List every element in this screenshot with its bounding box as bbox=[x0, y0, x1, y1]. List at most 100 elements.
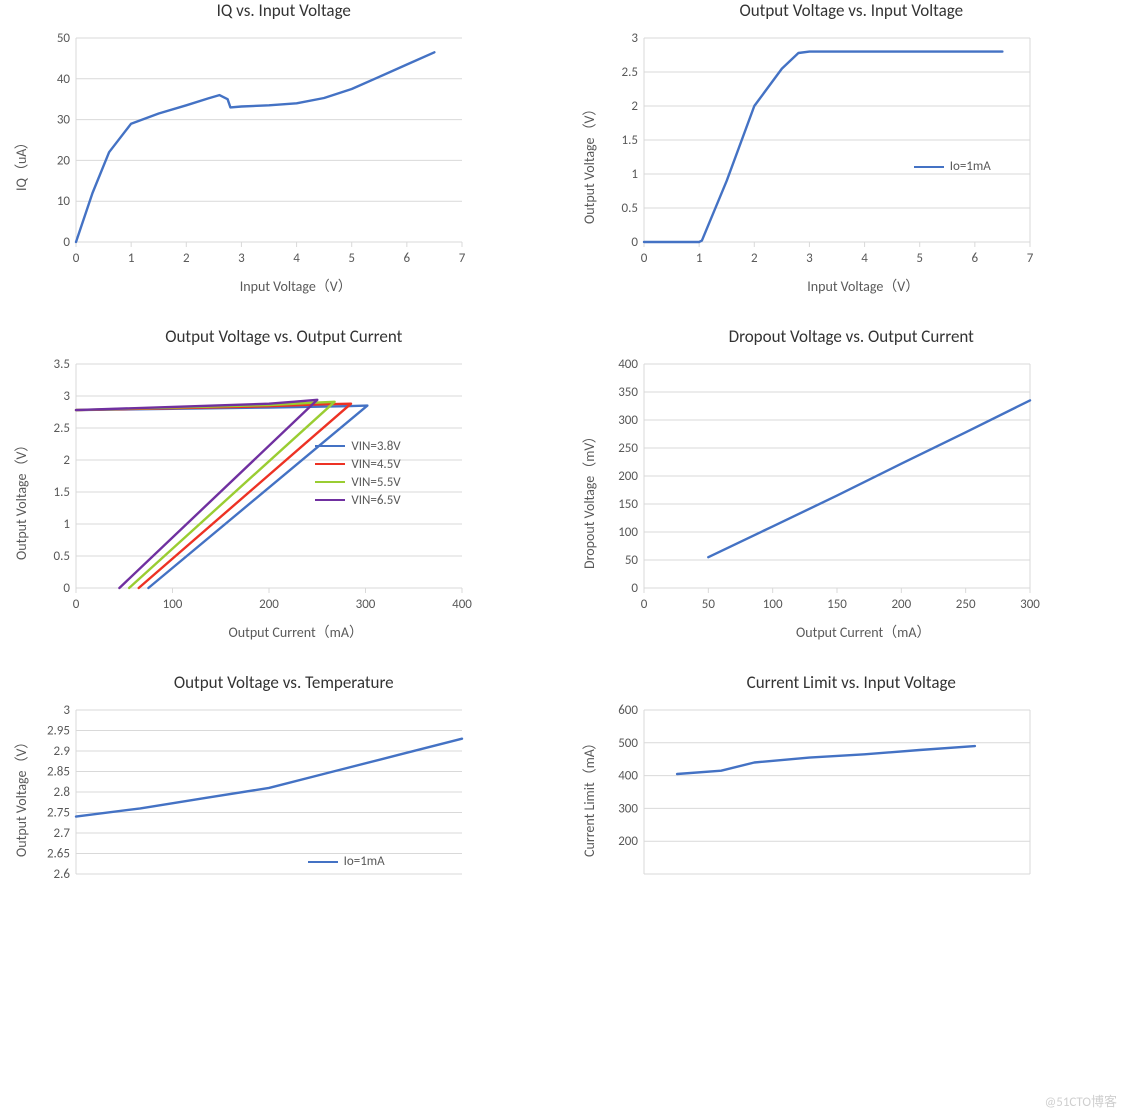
plot-area: 0102030405001234567 bbox=[34, 30, 558, 270]
y-axis-label: Current Limit（mA） bbox=[578, 702, 602, 890]
legend-swatch bbox=[315, 463, 345, 465]
x-axis-label: Output Current（mA） bbox=[34, 622, 558, 642]
svg-text:0: 0 bbox=[73, 597, 80, 612]
svg-text:200: 200 bbox=[259, 597, 279, 612]
legend-label: VIN=3.8V bbox=[351, 439, 400, 454]
svg-text:1: 1 bbox=[63, 517, 70, 532]
x-axis-label: Input Voltage（V） bbox=[34, 276, 558, 296]
svg-text:2: 2 bbox=[183, 251, 190, 266]
svg-text:40: 40 bbox=[57, 72, 71, 87]
svg-text:20: 20 bbox=[57, 153, 71, 168]
chart-title: IQ vs. Input Voltage bbox=[10, 0, 558, 22]
legend-swatch bbox=[308, 861, 338, 863]
svg-text:4: 4 bbox=[861, 251, 868, 266]
y-axis-label: IQ（uA） bbox=[10, 30, 34, 296]
watermark: @51CTO博客 bbox=[1045, 1091, 1117, 1110]
svg-text:1: 1 bbox=[128, 251, 135, 266]
svg-text:6: 6 bbox=[404, 251, 411, 266]
svg-text:100: 100 bbox=[618, 525, 638, 540]
svg-text:200: 200 bbox=[618, 469, 638, 484]
x-axis-label: Input Voltage（V） bbox=[602, 276, 1126, 296]
y-axis-label: Output Voltage（V） bbox=[10, 702, 34, 890]
svg-text:0: 0 bbox=[63, 581, 70, 596]
chart-svg: 200300400500600 bbox=[602, 702, 1042, 890]
chart-c4: Dropout Voltage vs. Output Current Dropou… bbox=[578, 326, 1126, 642]
charts-grid: IQ vs. Input VoltageIQ（uA）01020304050012… bbox=[0, 0, 1135, 900]
svg-text:250: 250 bbox=[955, 597, 975, 612]
svg-text:100: 100 bbox=[762, 597, 782, 612]
svg-text:50: 50 bbox=[701, 597, 715, 612]
svg-text:2.75: 2.75 bbox=[47, 806, 70, 821]
svg-text:250: 250 bbox=[618, 441, 638, 456]
chart-c3: Output Voltage vs. Output Current Output … bbox=[10, 326, 558, 642]
chart-title: Dropout Voltage vs. Output Current bbox=[578, 326, 1126, 348]
svg-text:600: 600 bbox=[618, 703, 638, 718]
svg-text:300: 300 bbox=[618, 801, 638, 816]
svg-text:0.5: 0.5 bbox=[54, 549, 70, 564]
svg-text:200: 200 bbox=[618, 834, 638, 849]
svg-text:50: 50 bbox=[624, 553, 638, 568]
chart-legend: Io=1mA bbox=[308, 851, 385, 872]
chart-c6: Current Limit vs. Input Voltage Current L… bbox=[578, 672, 1126, 890]
svg-text:400: 400 bbox=[618, 769, 638, 784]
svg-text:2.8: 2.8 bbox=[54, 785, 71, 800]
svg-text:0: 0 bbox=[73, 251, 80, 266]
y-axis-label: Output Voltage（V） bbox=[10, 356, 34, 642]
svg-text:1: 1 bbox=[631, 167, 638, 182]
chart-legend: Io=1mA bbox=[914, 156, 991, 177]
legend-item: VIN=5.5V bbox=[315, 475, 400, 490]
chart-svg: 0102030405001234567 bbox=[34, 30, 474, 270]
svg-text:10: 10 bbox=[57, 194, 71, 209]
svg-text:3: 3 bbox=[238, 251, 245, 266]
legend-label: VIN=5.5V bbox=[351, 475, 400, 490]
svg-text:6: 6 bbox=[971, 251, 978, 266]
plot-area: 00.511.522.5301234567Io=1mA bbox=[602, 30, 1126, 270]
svg-text:7: 7 bbox=[1026, 251, 1033, 266]
svg-text:0: 0 bbox=[640, 597, 647, 612]
svg-text:150: 150 bbox=[618, 497, 638, 512]
svg-text:100: 100 bbox=[163, 597, 183, 612]
legend-item: Io=1mA bbox=[914, 159, 991, 174]
svg-text:30: 30 bbox=[57, 113, 71, 128]
legend-label: Io=1mA bbox=[344, 854, 385, 869]
svg-text:2: 2 bbox=[750, 251, 757, 266]
chart-title: Output Voltage vs. Output Current bbox=[10, 326, 558, 348]
legend-item: VIN=4.5V bbox=[315, 457, 400, 472]
svg-text:1.5: 1.5 bbox=[54, 485, 70, 500]
chart-legend: VIN=3.8V VIN=4.5V VIN=5.5V VIN=6.5V bbox=[315, 436, 400, 511]
legend-swatch bbox=[315, 481, 345, 483]
svg-text:5: 5 bbox=[916, 251, 923, 266]
chart-title: Output Voltage vs. Temperature bbox=[10, 672, 558, 694]
plot-area: 200300400500600 bbox=[602, 702, 1126, 890]
svg-text:0.5: 0.5 bbox=[621, 201, 637, 216]
svg-text:4: 4 bbox=[293, 251, 300, 266]
chart-c1: IQ vs. Input VoltageIQ（uA）01020304050012… bbox=[10, 0, 558, 296]
svg-text:0: 0 bbox=[631, 235, 638, 250]
svg-text:2.95: 2.95 bbox=[47, 724, 70, 739]
svg-text:3: 3 bbox=[63, 389, 70, 404]
svg-text:350: 350 bbox=[618, 385, 638, 400]
svg-text:300: 300 bbox=[356, 597, 376, 612]
svg-text:2: 2 bbox=[63, 453, 70, 468]
legend-swatch bbox=[315, 445, 345, 447]
svg-text:300: 300 bbox=[618, 413, 638, 428]
legend-item: VIN=6.5V bbox=[315, 493, 400, 508]
chart-svg: 00.511.522.533.50100200300400 bbox=[34, 356, 474, 616]
svg-text:1: 1 bbox=[695, 251, 702, 266]
legend-swatch bbox=[914, 166, 944, 168]
legend-swatch bbox=[315, 499, 345, 501]
svg-text:400: 400 bbox=[618, 357, 638, 372]
svg-text:1.5: 1.5 bbox=[621, 133, 637, 148]
svg-text:3: 3 bbox=[63, 703, 70, 718]
plot-area: 2.62.652.72.752.82.852.92.953Io=1mA bbox=[34, 702, 558, 890]
svg-text:3: 3 bbox=[631, 31, 638, 46]
svg-text:2.65: 2.65 bbox=[47, 847, 70, 862]
chart-c5: Output Voltage vs. Temperature Output Vol… bbox=[10, 672, 558, 890]
chart-title: Current Limit vs. Input Voltage bbox=[578, 672, 1126, 694]
svg-text:0: 0 bbox=[631, 581, 638, 596]
chart-svg: 0501001502002503003504000501001502002503… bbox=[602, 356, 1042, 616]
plot-area: 00.511.522.533.50100200300400VIN=3.8VVIN… bbox=[34, 356, 558, 616]
svg-text:0: 0 bbox=[640, 251, 647, 266]
svg-text:2.5: 2.5 bbox=[621, 65, 637, 80]
y-axis-label: Dropout Voltage（mV） bbox=[578, 356, 602, 642]
